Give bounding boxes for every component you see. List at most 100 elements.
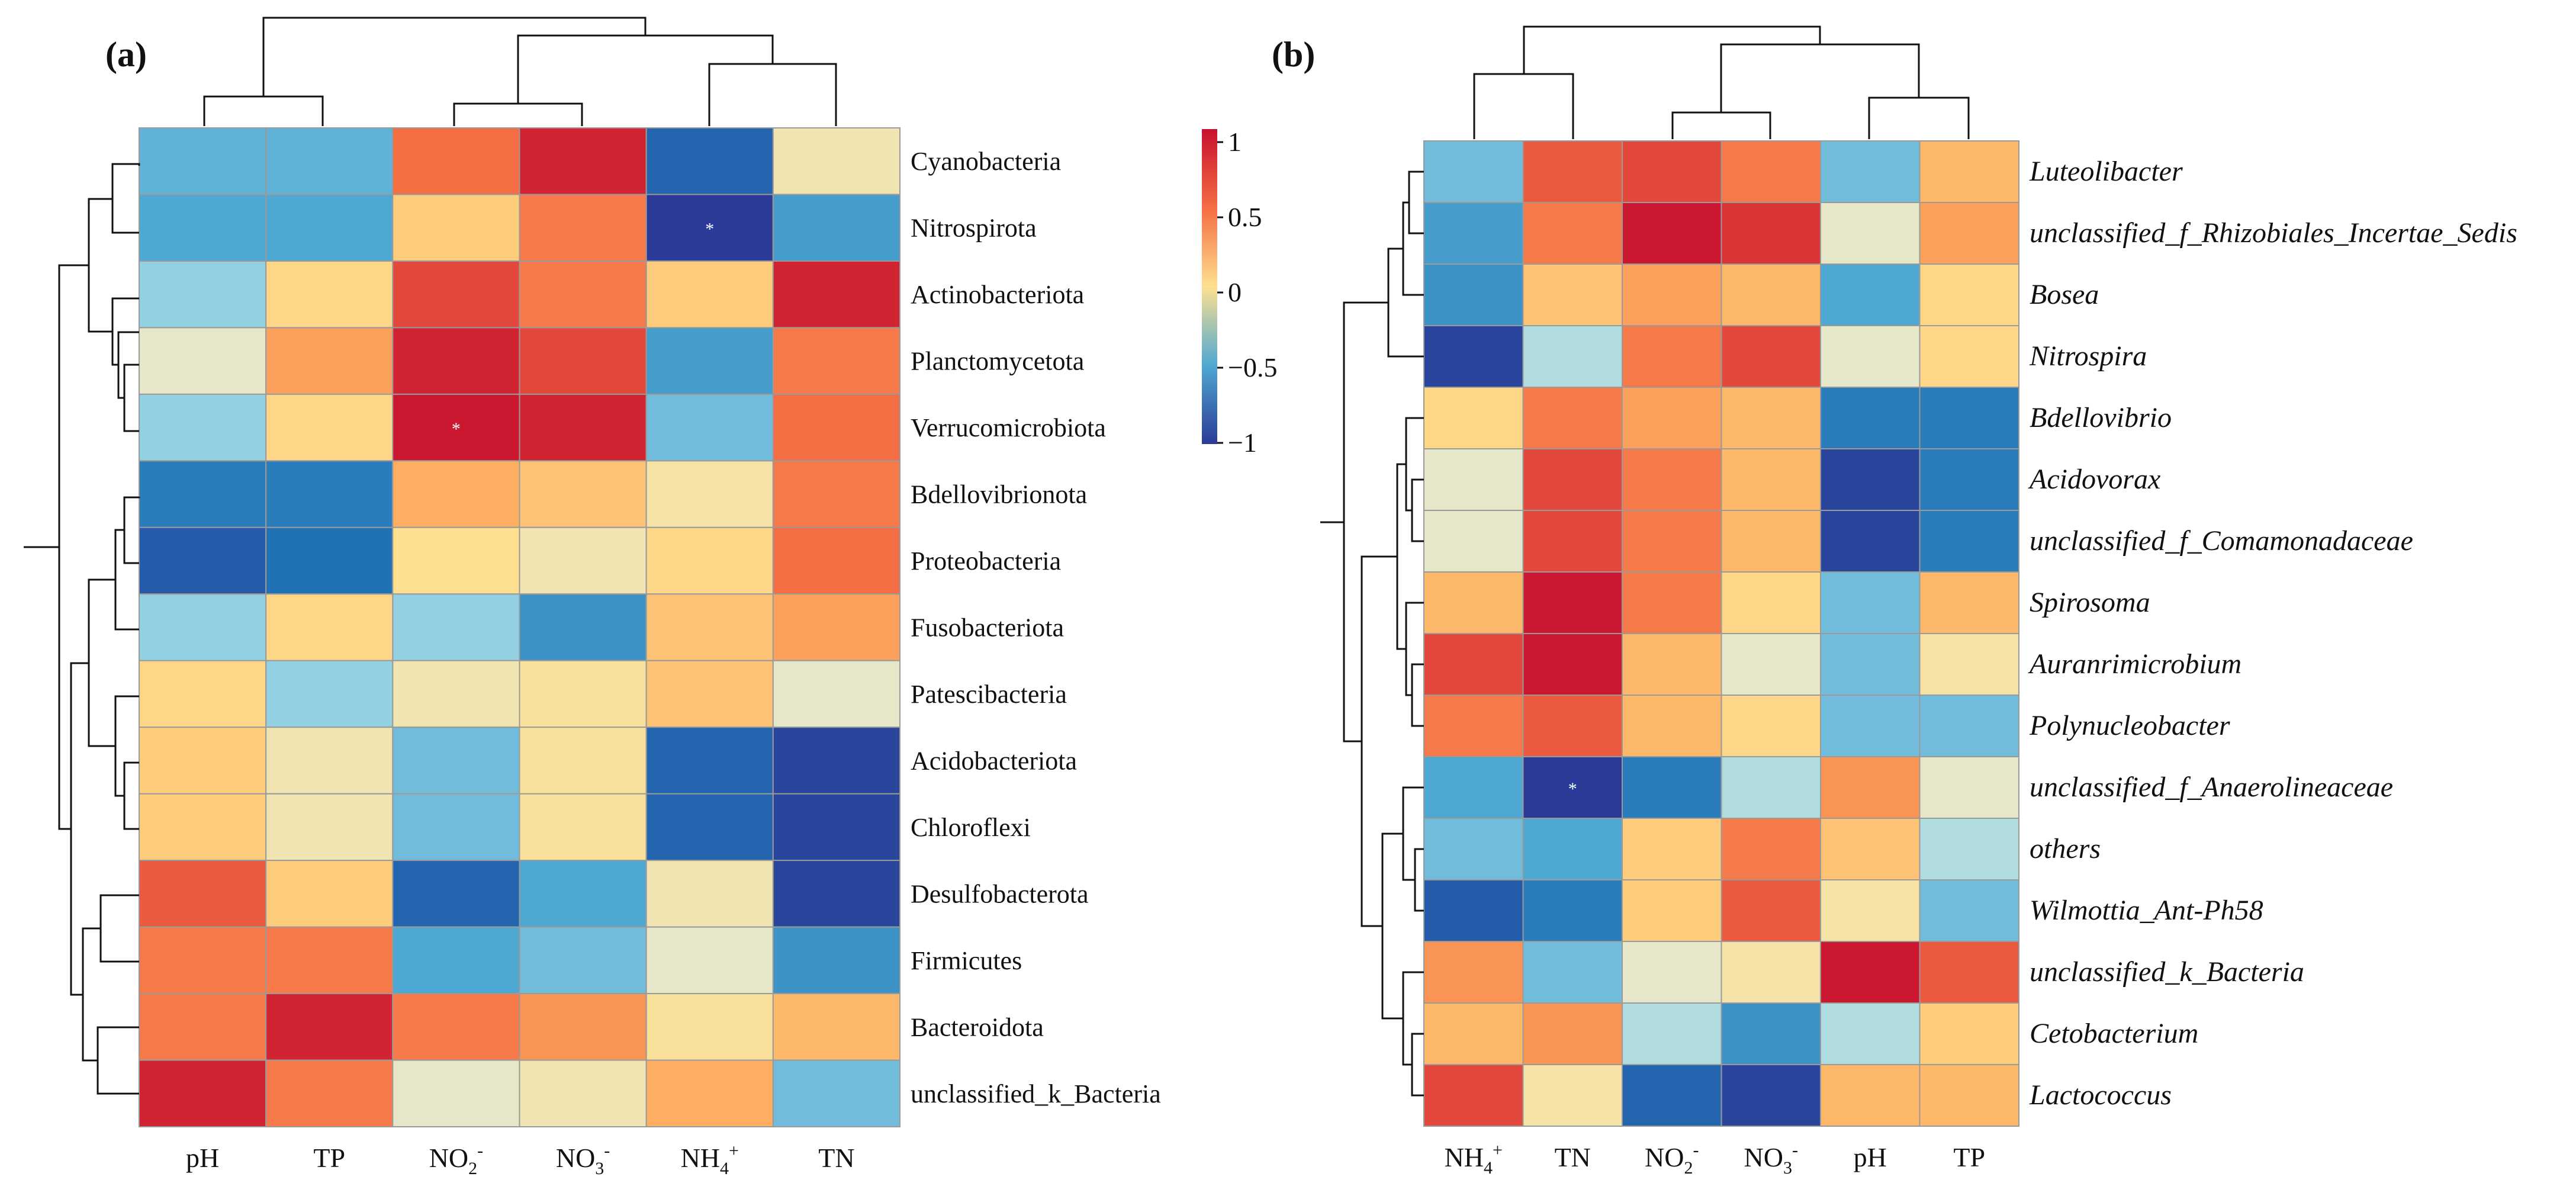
cell-patescibacteria-ph: [139, 660, 267, 728]
row-label-cetobacterium: Cetobacterium: [2030, 1018, 2198, 1049]
cell-verrucomicrobiota-tp: [265, 393, 394, 462]
cell-desulfobacterota-no2: [392, 860, 520, 928]
cell-acidobacteriota-ph: [139, 727, 267, 795]
cell-bdellovibrio-ph: [1820, 387, 1921, 449]
cell-unclassified-k-bacteria-nh4: [645, 1059, 774, 1127]
cell-bdellovibrio-no3: [1720, 387, 1821, 449]
cell-cyanobacteria-no3: [519, 127, 647, 195]
cell-luteolibacter-tn: [1522, 140, 1623, 203]
colorbar-tick-label: −0.5: [1228, 352, 1277, 382]
cell-nitrospirota-nh4: [645, 194, 774, 262]
cell-unclassified-f-rhizobiales-incertae-sedis-tn: [1522, 202, 1623, 265]
panel-b-label: (b): [1272, 35, 1315, 74]
colorbar-tick-label: 0.5: [1228, 202, 1262, 232]
cell-unclassified-k-bacteria-no3: [1720, 941, 1821, 1004]
cell-firmicutes-tn: [772, 926, 901, 995]
cell-bdellovibrionota-no3: [519, 460, 647, 528]
cell-planctomycetota-tp: [265, 327, 394, 395]
cell-bdellovibrio-no2: [1622, 387, 1722, 449]
cell-bosea-tn: [1522, 263, 1623, 326]
significance-mark: *: [705, 220, 714, 239]
cell-lactococcus-tp: [1919, 1064, 2019, 1127]
cell-spirosoma-ph: [1820, 571, 1921, 634]
cell-nitrospira-no2: [1622, 325, 1722, 388]
cell-others-tn: [1522, 818, 1623, 880]
cell-bacteroidota-tn: [772, 993, 901, 1061]
cell-unclassified-f-comamonadaceae-nh4: [1423, 510, 1524, 573]
row-label-unclassified-f-anaerolineaceae: unclassified_f_Anaerolineaceae: [2030, 772, 2393, 803]
cell-nitrospirota-no3: [519, 194, 647, 262]
cell-bdellovibrionota-nh4: [645, 460, 774, 528]
colorbar-gradient: [1202, 129, 1217, 444]
cell-auranrimicrobium-tn: [1522, 633, 1623, 696]
cell-unclassified-f-rhizobiales-incertae-sedis-nh4: [1423, 202, 1524, 265]
cell-unclassified-f-rhizobiales-incertae-sedis-no2: [1622, 202, 1722, 265]
colorbar: 1 0.5 0 −0.5 −1: [1202, 127, 1277, 458]
cell-unclassified-f-anaerolineaceae-no3: [1720, 756, 1821, 819]
cell-desulfobacterota-no3: [519, 860, 647, 928]
cell-chloroflexi-no2: [392, 793, 520, 862]
panel-b-row-dendrogram: [1320, 171, 1424, 1097]
cell-others-no3: [1720, 818, 1821, 880]
cell-patescibacteria-tp: [265, 660, 394, 728]
col-label-nh4: NH4+: [681, 1141, 739, 1178]
col-label-tn: TN: [1555, 1142, 1591, 1172]
cell-unclassified-k-bacteria-no3: [519, 1059, 647, 1127]
cell-fusobacteriota-tp: [265, 593, 394, 661]
cell-acidobacteriota-nh4: [645, 727, 774, 795]
cell-acidovorax-no2: [1622, 448, 1722, 511]
cell-bdellovibrionota-no2: [392, 460, 520, 528]
cell-acidovorax-nh4: [1423, 448, 1524, 511]
row-label-unclassified-k-bacteria: unclassified_k_Bacteria: [2030, 956, 2304, 988]
cell-polynucleobacter-no3: [1720, 695, 1821, 757]
panel-b: (b) * Luteolibacter unclassified_f_Rhizob…: [1272, 25, 2517, 1178]
cell-luteolibacter-ph: [1820, 140, 1921, 203]
row-label-acidovorax: Acidovorax: [2028, 464, 2160, 495]
cell-luteolibacter-nh4: [1423, 140, 1524, 203]
cell-chloroflexi-nh4: [645, 793, 774, 862]
cell-spirosoma-tn: [1522, 571, 1623, 634]
cell-bacteroidota-ph: [139, 993, 267, 1061]
cell-cetobacterium-no3: [1720, 1002, 1821, 1065]
cell-firmicutes-ph: [139, 926, 267, 995]
cell-fusobacteriota-ph: [139, 593, 267, 661]
row-label-unclassified-f-comamonadaceae: unclassified_f_Comamonadaceae: [2030, 525, 2413, 557]
col-label-ph: pH: [1854, 1142, 1887, 1172]
cell-unclassified-f-rhizobiales-incertae-sedis-ph: [1820, 202, 1921, 265]
row-label-polynucleobacter: Polynucleobacter: [2029, 710, 2230, 741]
cell-unclassified-f-anaerolineaceae-tp: [1919, 756, 2019, 819]
cell-polynucleobacter-ph: [1820, 695, 1921, 757]
col-label-no2: NO2-: [1645, 1140, 1699, 1178]
colorbar-tick-label: 1: [1228, 127, 1242, 157]
col-label-no2: NO2-: [429, 1141, 483, 1178]
colorbar-tick-label: 0: [1228, 277, 1242, 307]
cell-unclassified-k-bacteria-tp: [1919, 941, 2019, 1004]
cell-verrucomicrobiota-ph: [139, 393, 267, 462]
row-label-lactococcus: Lactococcus: [2029, 1079, 2172, 1111]
row-label-nitrospirota: Nitrospirota: [911, 214, 1037, 243]
row-label-chloroflexi: Chloroflexi: [911, 813, 1031, 842]
cell-auranrimicrobium-no3: [1720, 633, 1821, 696]
col-label-nh4: NH4+: [1445, 1140, 1503, 1178]
cell-bdellovibrionota-tp: [265, 460, 394, 528]
cell-spirosoma-no3: [1720, 571, 1821, 634]
cell-patescibacteria-no3: [519, 660, 647, 728]
cell-desulfobacterota-nh4: [645, 860, 774, 928]
cell-chloroflexi-ph: [139, 793, 267, 862]
cell-polynucleobacter-tp: [1919, 695, 2019, 757]
cell-verrucomicrobiota-no3: [519, 393, 647, 462]
cell-unclassified-f-comamonadaceae-no2: [1622, 510, 1722, 573]
cell-acidobacteriota-no2: [392, 727, 520, 795]
colorbar-tick-label: −1: [1228, 427, 1257, 458]
cell-unclassified-f-anaerolineaceae-ph: [1820, 756, 1921, 819]
col-label-no3: NO3-: [556, 1141, 610, 1178]
cell-proteobacteria-tp: [265, 526, 394, 595]
cell-cyanobacteria-tp: [265, 127, 394, 195]
cell-polynucleobacter-nh4: [1423, 695, 1524, 757]
col-label-tn: TN: [818, 1143, 854, 1173]
col-label-no3: NO3-: [1744, 1140, 1798, 1178]
cell-planctomycetota-tn: [772, 327, 901, 395]
cell-firmicutes-tp: [265, 926, 394, 995]
cell-unclassified-k-bacteria-no2: [392, 1059, 520, 1127]
cell-wilmottia-ant-ph58-ph: [1820, 879, 1921, 942]
